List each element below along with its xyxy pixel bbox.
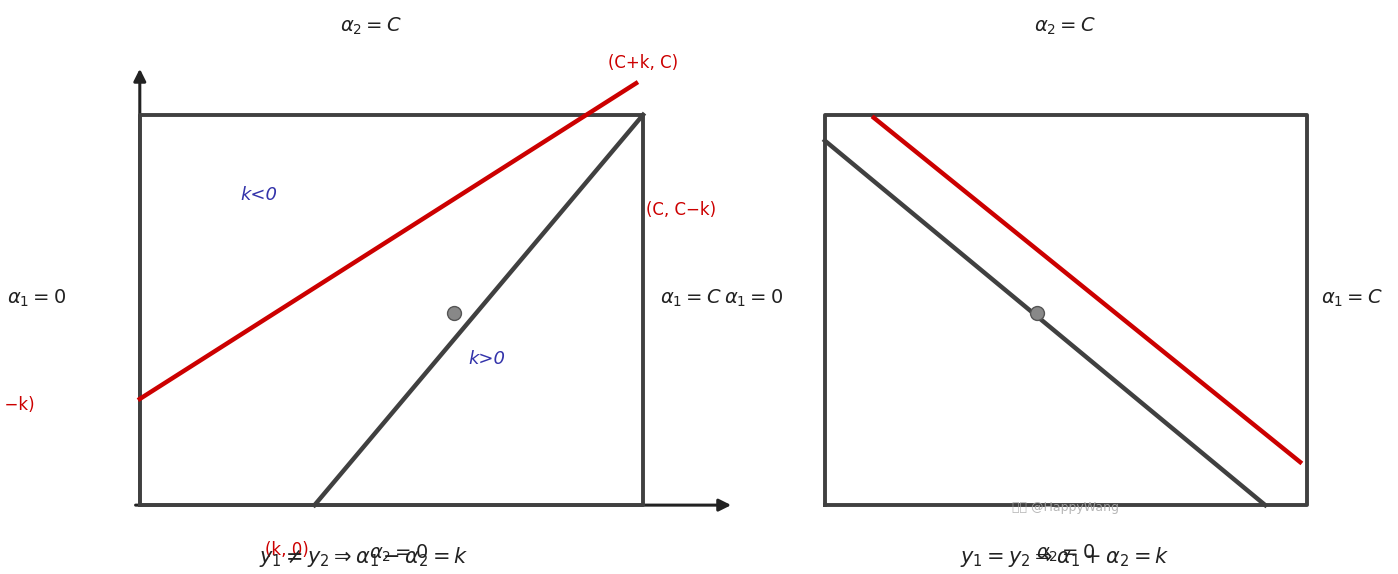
Text: k<0: k<0 [240,186,277,204]
Text: (C, C−k): (C, C−k) [646,200,716,219]
Text: 知乎 @HappyWang: 知乎 @HappyWang [1012,502,1118,514]
Text: $\alpha_1 = C$: $\alpha_1 = C$ [1321,288,1383,309]
Text: (k, 0): (k, 0) [264,541,309,559]
Text: (C+k, C): (C+k, C) [608,54,678,72]
Text: $\alpha_2 = 0$: $\alpha_2 = 0$ [369,542,428,564]
Text: $y_1 \neq y_2 \Rightarrow \alpha_1 - \alpha_2 = k$: $y_1 \neq y_2 \Rightarrow \alpha_1 - \al… [259,545,468,569]
Text: $\alpha_1 = 0$: $\alpha_1 = 0$ [724,288,783,309]
Text: $\alpha_1 = C$: $\alpha_1 = C$ [660,288,721,309]
Text: $\alpha_1 = 0$: $\alpha_1 = 0$ [7,288,66,309]
Text: $\alpha_2 = 0$: $\alpha_2 = 0$ [1036,542,1095,564]
Text: $y_1 = y_2 \Rightarrow \alpha_1 + \alpha_2 = k$: $y_1 = y_2 \Rightarrow \alpha_1 + \alpha… [960,545,1170,569]
Text: (0, −k): (0, −k) [0,395,35,414]
Text: $\alpha_2 = C$: $\alpha_2 = C$ [1035,16,1096,37]
Text: $\alpha_2 = C$: $\alpha_2 = C$ [340,16,401,37]
Text: k>0: k>0 [468,350,505,368]
